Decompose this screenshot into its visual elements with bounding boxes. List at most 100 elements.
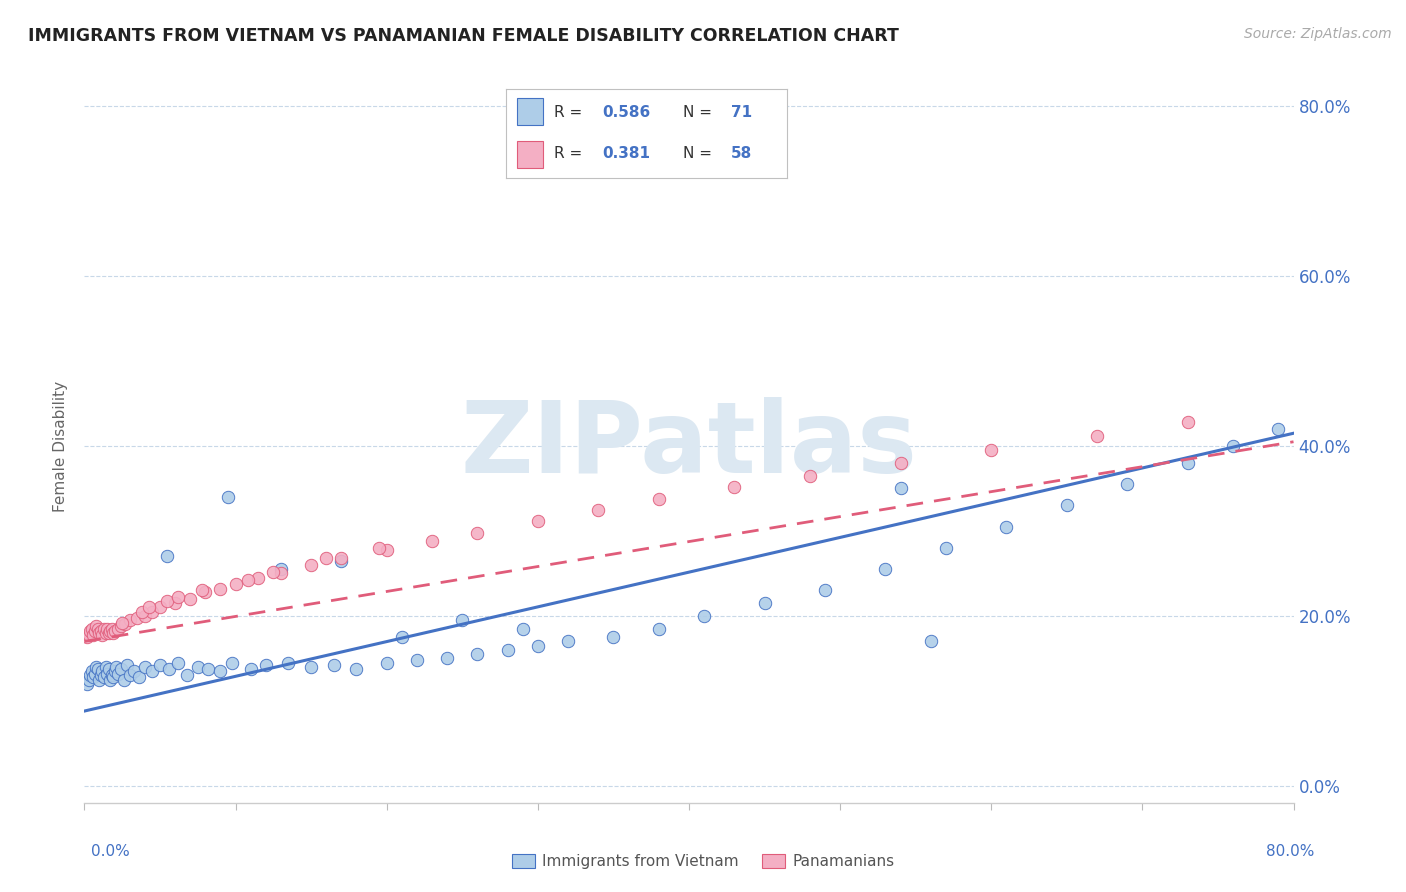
- Point: [79, 624, 101, 639]
- Point: [91, 664, 114, 678]
- Point: [134, 660, 156, 674]
- Point: [254, 658, 277, 673]
- Point: [100, 622, 122, 636]
- Point: [128, 670, 150, 684]
- Point: [138, 600, 160, 615]
- Text: R =: R =: [554, 105, 582, 120]
- Point: [451, 613, 474, 627]
- Point: [98, 673, 121, 687]
- Point: [209, 582, 232, 596]
- Point: [80, 622, 103, 636]
- Point: [86, 619, 108, 633]
- Point: [375, 542, 398, 557]
- Point: [176, 668, 198, 682]
- Point: [194, 585, 217, 599]
- Point: [179, 591, 201, 606]
- Point: [114, 617, 136, 632]
- Point: [527, 514, 550, 528]
- Point: [920, 634, 942, 648]
- Point: [1177, 456, 1199, 470]
- Point: [890, 456, 912, 470]
- Point: [91, 627, 114, 641]
- Point: [368, 541, 391, 555]
- Point: [80, 664, 103, 678]
- Y-axis label: Female Disability: Female Disability: [53, 380, 69, 512]
- Point: [995, 519, 1018, 533]
- Point: [87, 622, 110, 636]
- Point: [98, 624, 121, 639]
- Point: [167, 591, 190, 605]
- Point: [1056, 499, 1078, 513]
- Point: [467, 525, 489, 540]
- Point: [221, 656, 243, 670]
- Point: [96, 622, 118, 636]
- Point: [134, 608, 156, 623]
- Point: [270, 566, 292, 581]
- Point: [209, 664, 232, 678]
- Point: [935, 541, 957, 555]
- Point: [512, 622, 534, 636]
- Point: [76, 630, 98, 644]
- Point: [527, 639, 550, 653]
- Point: [890, 482, 912, 496]
- Point: [97, 662, 120, 676]
- FancyBboxPatch shape: [517, 141, 543, 168]
- Point: [94, 626, 117, 640]
- Point: [100, 668, 122, 682]
- Point: [111, 615, 134, 630]
- Point: [157, 662, 180, 676]
- Point: [299, 660, 322, 674]
- Point: [118, 668, 141, 682]
- Point: [131, 605, 153, 619]
- Legend: Immigrants from Vietnam, Panamanians: Immigrants from Vietnam, Panamanians: [506, 848, 900, 875]
- Point: [107, 622, 129, 636]
- Point: [110, 619, 132, 633]
- Point: [167, 656, 190, 670]
- Point: [322, 658, 344, 673]
- Point: [436, 651, 458, 665]
- Text: 0.0%: 0.0%: [91, 845, 131, 859]
- Text: N =: N =: [683, 146, 713, 161]
- Point: [346, 662, 368, 676]
- Point: [97, 626, 120, 640]
- Point: [496, 643, 519, 657]
- Point: [101, 670, 124, 684]
- Point: [299, 558, 322, 572]
- Point: [76, 677, 98, 691]
- Point: [754, 596, 776, 610]
- Point: [875, 562, 897, 576]
- Point: [90, 668, 112, 682]
- Point: [330, 551, 353, 566]
- Point: [141, 605, 163, 619]
- Text: 0.586: 0.586: [602, 105, 650, 120]
- Point: [87, 662, 110, 676]
- Point: [115, 658, 138, 673]
- Point: [77, 673, 100, 687]
- Point: [980, 443, 1002, 458]
- Point: [89, 673, 111, 687]
- Point: [1222, 439, 1244, 453]
- Point: [588, 502, 610, 516]
- Text: 0.381: 0.381: [602, 146, 650, 161]
- Point: [557, 634, 579, 648]
- Text: 58: 58: [731, 146, 752, 161]
- Point: [93, 622, 115, 636]
- Point: [375, 656, 398, 670]
- Point: [94, 660, 117, 674]
- Text: 80.0%: 80.0%: [1267, 845, 1315, 859]
- Point: [1116, 477, 1139, 491]
- Point: [86, 660, 108, 674]
- Point: [165, 596, 187, 610]
- Text: ZIPatlas: ZIPatlas: [461, 398, 917, 494]
- Point: [1177, 415, 1199, 429]
- Point: [82, 670, 104, 684]
- Text: R =: R =: [554, 146, 582, 161]
- Point: [270, 562, 292, 576]
- Point: [247, 571, 270, 585]
- Point: [93, 670, 115, 684]
- Point: [105, 660, 128, 674]
- Point: [693, 608, 716, 623]
- Point: [1085, 429, 1108, 443]
- Point: [723, 480, 745, 494]
- Point: [236, 573, 259, 587]
